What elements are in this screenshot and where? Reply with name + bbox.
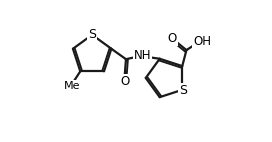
Text: O: O: [168, 32, 177, 45]
Text: Me: Me: [64, 81, 80, 91]
Text: S: S: [179, 84, 187, 97]
Text: S: S: [88, 28, 96, 41]
Text: O: O: [121, 75, 130, 88]
Text: NH: NH: [134, 49, 151, 61]
Text: OH: OH: [193, 35, 211, 48]
